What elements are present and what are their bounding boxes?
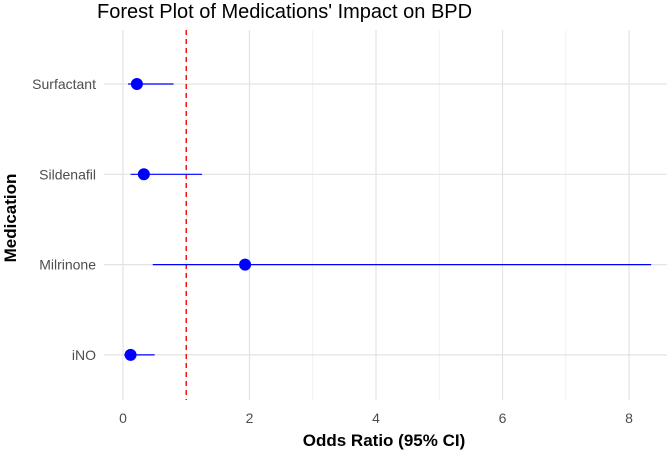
y-tick-label: Sildenafil [39, 166, 96, 182]
chart-title: Forest Plot of Medications' Impact on BP… [97, 1, 472, 23]
point-layer [124, 78, 252, 361]
x-tick-label: 8 [625, 410, 633, 426]
x-tick-label: 4 [372, 410, 380, 426]
y-axis-title: Medication [1, 174, 20, 263]
x-tick-label: 2 [246, 410, 254, 426]
point-sildenafil [137, 168, 150, 181]
y-tick-label: iNO [72, 347, 96, 363]
point-milrinone [239, 258, 252, 271]
y-tick-label-layer: Surfactant Sildenafil Milrinone iNO [32, 76, 96, 363]
x-tick-label: 6 [499, 410, 507, 426]
y-tick-label: Surfactant [32, 76, 96, 92]
point-surfactant [130, 78, 143, 90]
x-tick-label-layer: 0 2 4 6 8 [119, 410, 633, 426]
y-tick-label: Milrinone [39, 257, 96, 273]
point-ino [124, 348, 137, 361]
x-axis-title: Odds Ratio (95% CI) [303, 431, 465, 450]
grid-layer [104, 30, 667, 400]
confidence-interval-layer [124, 83, 652, 356]
x-tick-label: 0 [119, 410, 127, 426]
